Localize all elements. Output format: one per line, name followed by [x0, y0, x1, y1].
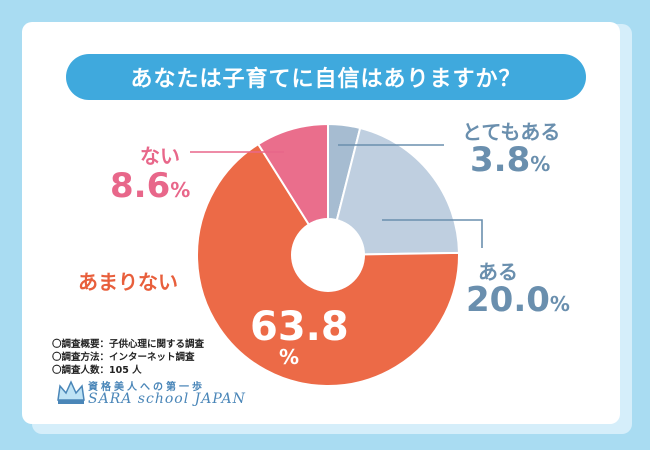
brand-name: SARA school JAPAN — [88, 391, 246, 407]
slice-nai — [256, 122, 329, 259]
survey-notes: 〇調査概要：子供心理に関する調査 〇調査方法：インターネット調査 〇調査人数：1… — [52, 338, 204, 377]
slice-aru — [326, 126, 460, 257]
label-amari-unit: % — [279, 345, 300, 369]
label-totemo-name: とてもある — [462, 120, 561, 144]
note-line: 〇調査概要：子供心理に関する調査 — [52, 339, 205, 350]
note-line: 〇調査人数：105 人 — [52, 365, 142, 376]
label-nai-value: 8.6% — [110, 166, 190, 206]
unit-totemo: % — [530, 152, 551, 176]
value-aru: 20.0 — [466, 280, 550, 320]
donut-hole — [291, 218, 365, 292]
label-totemo-value: 3.8% — [470, 140, 550, 180]
unit-nai: % — [170, 178, 191, 202]
leader-line-aru — [382, 219, 483, 248]
brand-tagline: 資格美人への第一歩 — [88, 382, 205, 393]
label-aru-name: ある — [478, 260, 518, 284]
value-totemo: 3.8 — [470, 140, 531, 180]
label-amari-value: 63.8 — [250, 304, 349, 350]
label-nai-name: ない — [140, 144, 180, 168]
chart-title: あなたは子育てに自信はありますか？ — [66, 54, 586, 100]
crown-logo-icon — [57, 380, 85, 404]
unit-aru: % — [549, 292, 570, 316]
note-line: 〇調査方法：インターネット調査 — [52, 352, 195, 363]
leader-lines — [190, 144, 483, 248]
label-amari-name: あまりない — [78, 270, 178, 294]
value-nai: 8.6 — [110, 166, 171, 206]
label-aru-value: 20.0% — [466, 280, 570, 320]
